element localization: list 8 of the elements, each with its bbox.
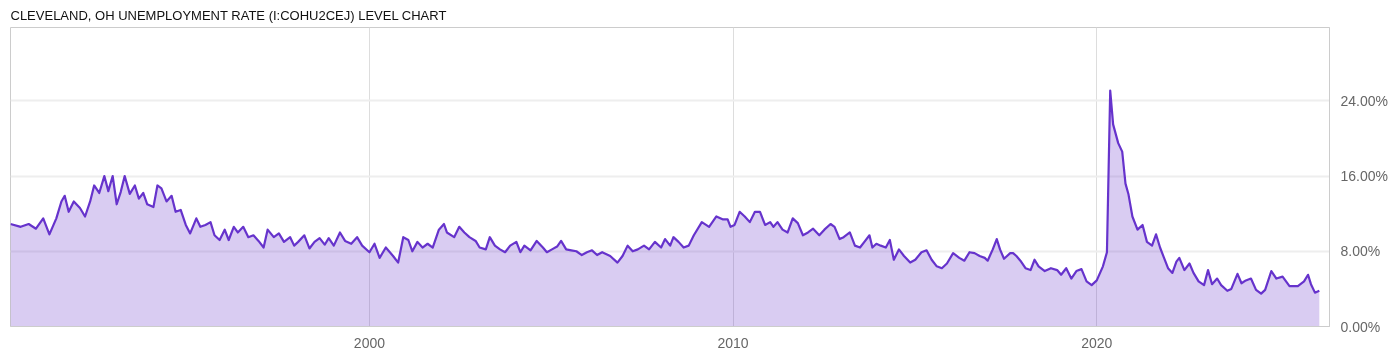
chart-title: CLEVELAND, OH UNEMPLOYMENT RATE (I:COHU2CEJ) LEVEL CHART bbox=[10, 7, 447, 23]
y-tick-label: 16.00% bbox=[1340, 168, 1388, 185]
y-tick-label: 0.00% bbox=[1340, 318, 1381, 335]
y-tick-label: 8.00% bbox=[1340, 243, 1381, 260]
x-tick-label: 2020 bbox=[1081, 334, 1113, 351]
x-tick-label: 2010 bbox=[717, 334, 749, 351]
x-tick-label: 2000 bbox=[353, 334, 386, 351]
y-tick-label: 24.00% bbox=[1340, 92, 1388, 109]
